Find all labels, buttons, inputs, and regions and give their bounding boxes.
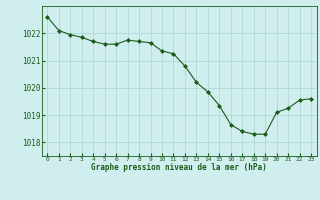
X-axis label: Graphe pression niveau de la mer (hPa): Graphe pression niveau de la mer (hPa) <box>91 163 267 172</box>
